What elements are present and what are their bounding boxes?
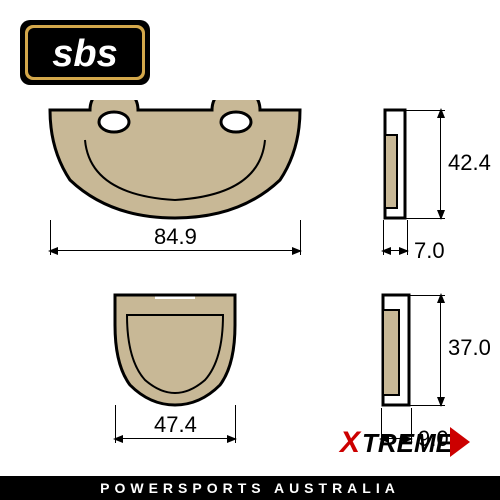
dim-ext-line <box>410 295 445 296</box>
dim-label-bot-height: 37.0 <box>448 335 491 361</box>
sbs-logo-text: sbs <box>52 33 117 75</box>
dim-line-top-height <box>440 110 441 218</box>
dim-ext-line <box>50 220 51 255</box>
dim-ext-line <box>410 405 445 406</box>
footer-text: POWERSPORTS AUSTRALIA <box>100 480 400 496</box>
dim-ext-line <box>407 220 408 255</box>
dim-label-top-thick: 7.0 <box>414 238 445 264</box>
dim-label-top-width: 84.9 <box>150 224 201 250</box>
sbs-logo: sbs <box>20 20 150 90</box>
brake-pad-bottom-front <box>95 290 255 425</box>
svg-text:X: X <box>338 426 362 459</box>
dim-ext-line <box>405 218 445 219</box>
dim-label-top-height: 42.4 <box>448 150 491 176</box>
dim-line-top-width <box>50 250 300 251</box>
xtreme-logo: X TREME <box>330 417 480 472</box>
brake-pad-top-front <box>40 100 310 235</box>
dim-ext-line <box>383 220 384 255</box>
footer-bar: POWERSPORTS AUSTRALIA <box>0 476 500 500</box>
dim-ext-line <box>235 405 236 443</box>
brake-pad-top-side <box>380 100 420 235</box>
dim-ext-line <box>300 220 301 255</box>
dim-line-bot-width <box>115 438 235 439</box>
dim-label-bot-width: 47.4 <box>150 412 201 438</box>
dim-line-bot-height <box>440 295 441 405</box>
dim-ext-line <box>405 110 445 111</box>
dim-ext-line <box>115 405 116 443</box>
svg-text:TREME: TREME <box>362 428 454 458</box>
